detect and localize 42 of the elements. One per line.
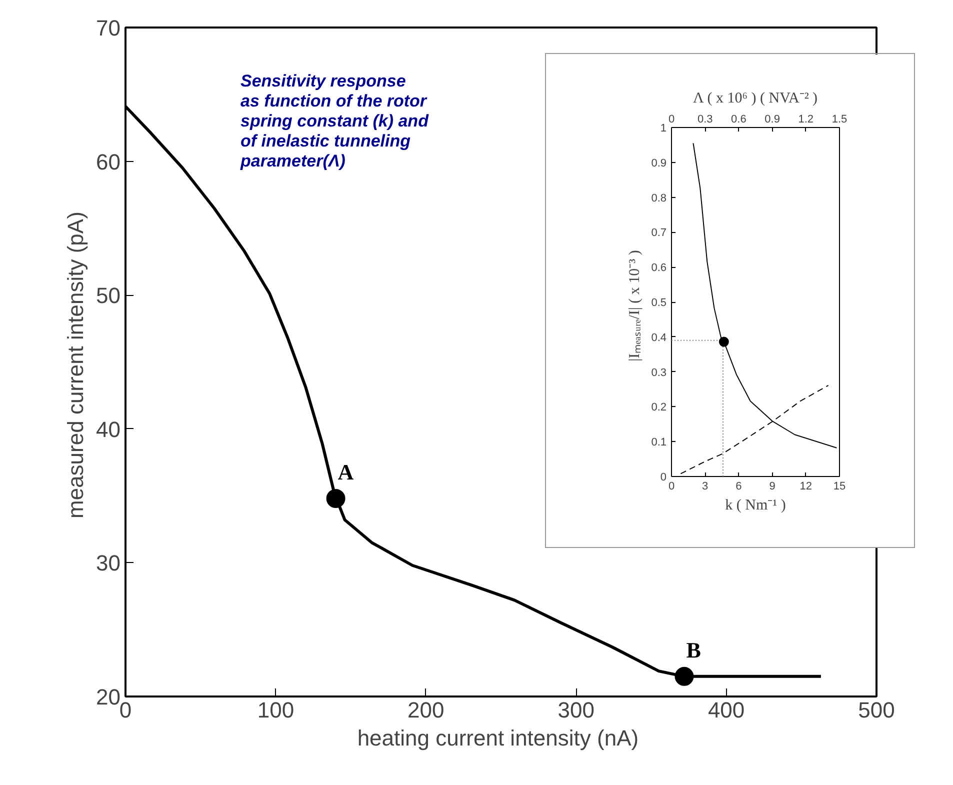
y-axis-title: |Iₘₑₐₛᵤᵣₑ/I| ( x 10⁻³ ) — [627, 250, 644, 362]
x-tick-label: 12 — [800, 480, 812, 492]
x2-tick-label: 1.5 — [832, 114, 848, 126]
x2-tick-label: 0.9 — [764, 114, 780, 126]
x2-tick-label: 0 — [668, 114, 675, 126]
x-tick-label: 3 — [702, 480, 708, 492]
y-tick-label: 20 — [96, 684, 121, 710]
x-axis-title: heating current intensity (nA) — [357, 726, 639, 750]
y-tick-label: 0.4 — [651, 332, 667, 344]
x2-tick-label: 0.3 — [697, 114, 713, 126]
y-tick-label: 0.5 — [651, 297, 667, 309]
y-axis-title: measured current intensity (pA) — [63, 212, 88, 519]
y-tick-label: 50 — [96, 283, 121, 308]
x2-axis-title: Λ ( x 10⁶ ) ( NVA⁻² ) — [693, 90, 818, 106]
x-axis-title: k ( Nm⁻¹ ) — [725, 498, 786, 514]
annotation: A — [338, 459, 354, 484]
y-tick-label: 0.9 — [651, 157, 667, 170]
y-tick-label: 1 — [660, 122, 667, 134]
y-tick-label: 0.3 — [651, 366, 667, 379]
y-tick-label: 0.6 — [651, 262, 667, 274]
x-tick-label: 6 — [736, 480, 742, 492]
x-tick-label: 0 — [668, 480, 675, 492]
y-tick-label: 70 — [96, 16, 121, 40]
y-tick-label: 0 — [660, 472, 667, 484]
x2-tick-label: 1.2 — [798, 114, 814, 126]
x-tick-label: 400 — [708, 698, 745, 722]
annotation: B — [686, 637, 702, 662]
x-tick-label: 200 — [408, 698, 444, 722]
y-tick-label: 0.2 — [651, 402, 667, 414]
x2-tick-label: 0.6 — [731, 114, 746, 126]
y-tick-label: 0.8 — [651, 192, 667, 204]
y-tick-label: 40 — [96, 416, 121, 442]
annotation: Sensitivity response as function of the rotor spring constant (k) and of inelastic tunneling parameter(Λ) — [240, 72, 430, 170]
y-tick-label: 60 — [96, 149, 121, 174]
x-tick-label: 15 — [833, 480, 846, 492]
x-tick-label: 100 — [257, 698, 294, 722]
y-tick-label: 0.1 — [651, 436, 667, 449]
y-tick-label: 0.7 — [651, 227, 667, 240]
y-tick-label: 30 — [96, 550, 121, 576]
x-tick-label: 300 — [558, 698, 594, 722]
x-tick-label: 500 — [858, 698, 895, 722]
x-tick-label: 9 — [769, 480, 776, 492]
